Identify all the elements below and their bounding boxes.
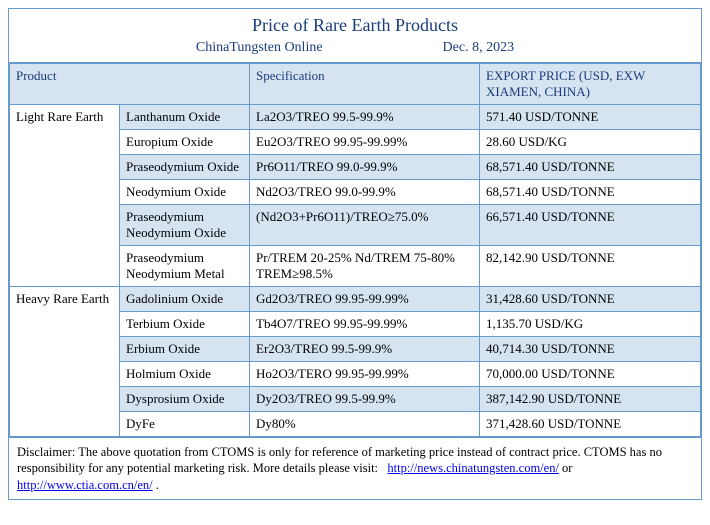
spec-cell: Pr/TREM 20-25% Nd/TREM 75-80% TREM≥98.5% bbox=[250, 246, 480, 287]
date-label: Dec. 8, 2023 bbox=[443, 40, 515, 56]
price-table-container: Price of Rare Earth Products ChinaTungst… bbox=[8, 8, 702, 500]
table-subheader: ChinaTungsten Online Dec. 8, 2023 bbox=[9, 38, 701, 63]
col-spec: Specification bbox=[250, 64, 480, 105]
price-cell: 28.60 USD/KG bbox=[480, 130, 701, 155]
price-cell: 1,135.70 USD/KG bbox=[480, 312, 701, 337]
product-cell: Erbium Oxide bbox=[120, 337, 250, 362]
spec-cell: Er2O3/TREO 99.5-99.9% bbox=[250, 337, 480, 362]
price-cell: 371,428.60 USD/TONNE bbox=[480, 412, 701, 437]
product-cell: Praseodymium Neodymium Metal bbox=[120, 246, 250, 287]
spec-cell: Gd2O3/TREO 99.95-99.99% bbox=[250, 287, 480, 312]
column-header-row: Product Specification EXPORT PRICE (USD,… bbox=[10, 64, 701, 105]
product-cell: Europium Oxide bbox=[120, 130, 250, 155]
product-cell: Dysprosium Oxide bbox=[120, 387, 250, 412]
table-row: Light Rare Earth Lanthanum Oxide La2O3/T… bbox=[10, 105, 701, 130]
table-title: Price of Rare Earth Products bbox=[9, 15, 701, 36]
price-table: Product Specification EXPORT PRICE (USD,… bbox=[9, 63, 701, 437]
price-cell: 66,571.40 USD/TONNE bbox=[480, 205, 701, 246]
col-price: EXPORT PRICE (USD, EXW XIAMEN, CHINA) bbox=[480, 64, 701, 105]
table-header: Price of Rare Earth Products bbox=[9, 9, 701, 38]
spec-cell: (Nd2O3+Pr6O11)/TREO≥75.0% bbox=[250, 205, 480, 246]
table-row: Heavy Rare Earth Gadolinium Oxide Gd2O3/… bbox=[10, 287, 701, 312]
spec-cell: Nd2O3/TREO 99.0-99.9% bbox=[250, 180, 480, 205]
price-cell: 31,428.60 USD/TONNE bbox=[480, 287, 701, 312]
product-cell: Terbium Oxide bbox=[120, 312, 250, 337]
price-cell: 40,714.30 USD/TONNE bbox=[480, 337, 701, 362]
spec-cell: La2O3/TREO 99.5-99.9% bbox=[250, 105, 480, 130]
price-cell: 571.40 USD/TONNE bbox=[480, 105, 701, 130]
price-cell: 68,571.40 USD/TONNE bbox=[480, 155, 701, 180]
disclaimer-link-2[interactable]: http://www.ctia.com.cn/en/ bbox=[17, 478, 153, 492]
disclaimer-or: or bbox=[562, 461, 572, 475]
product-cell: DyFe bbox=[120, 412, 250, 437]
disclaimer-end: . bbox=[156, 478, 159, 492]
product-cell: Gadolinium Oxide bbox=[120, 287, 250, 312]
spec-cell: Pr6O11/TREO 99.0-99.9% bbox=[250, 155, 480, 180]
product-cell: Lanthanum Oxide bbox=[120, 105, 250, 130]
col-product: Product bbox=[10, 64, 250, 105]
product-cell: Holmium Oxide bbox=[120, 362, 250, 387]
product-cell: Neodymium Oxide bbox=[120, 180, 250, 205]
disclaimer-link-1[interactable]: http://news.chinatungsten.com/en/ bbox=[387, 461, 559, 475]
disclaimer-block: Disclaimer: The above quotation from CTO… bbox=[9, 437, 701, 499]
spec-cell: Dy2O3/TREO 99.5-99.9% bbox=[250, 387, 480, 412]
spec-cell: Eu2O3/TREO 99.95-99.99% bbox=[250, 130, 480, 155]
spec-cell: Tb4O7/TREO 99.95-99.99% bbox=[250, 312, 480, 337]
product-cell: Praseodymium Oxide bbox=[120, 155, 250, 180]
spec-cell: Dy80% bbox=[250, 412, 480, 437]
category-cell: Light Rare Earth bbox=[10, 105, 120, 287]
spec-cell: Ho2O3/TERO 99.95-99.99% bbox=[250, 362, 480, 387]
price-cell: 387,142.90 USD/TONNE bbox=[480, 387, 701, 412]
product-cell: Praseodymium Neodymium Oxide bbox=[120, 205, 250, 246]
price-cell: 68,571.40 USD/TONNE bbox=[480, 180, 701, 205]
price-cell: 82,142.90 USD/TONNE bbox=[480, 246, 701, 287]
price-cell: 70,000.00 USD/TONNE bbox=[480, 362, 701, 387]
source-label: ChinaTungsten Online bbox=[196, 40, 323, 56]
category-cell: Heavy Rare Earth bbox=[10, 287, 120, 437]
